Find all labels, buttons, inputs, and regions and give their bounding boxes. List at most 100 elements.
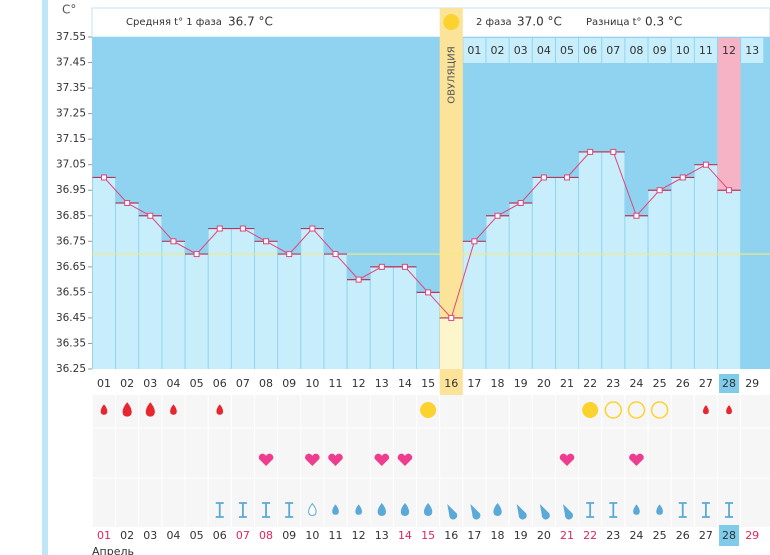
x-tick-label: 15 — [421, 377, 435, 390]
bar — [92, 177, 116, 369]
bar — [393, 266, 417, 369]
icon-drop — [633, 504, 640, 515]
icon-heart — [328, 453, 343, 466]
icon-drop — [423, 503, 433, 516]
x-tick-label: 19 — [514, 377, 528, 390]
x-tick-label: 18 — [491, 377, 505, 390]
x-tick-label: 26 — [676, 377, 690, 390]
point — [610, 148, 617, 155]
point — [401, 263, 408, 270]
date-label: 21 — [560, 529, 574, 542]
bar — [370, 266, 393, 369]
bar — [185, 254, 208, 369]
bar — [139, 215, 162, 369]
ovulation-label: ОВУЛЯЦИЯ — [446, 46, 457, 104]
phase2-day-cell — [694, 38, 717, 63]
bar — [625, 215, 648, 369]
date-label: 07 — [236, 529, 250, 542]
point — [517, 200, 524, 206]
phase2-day-cell — [741, 38, 764, 63]
x-tick-label: 04 — [166, 377, 180, 390]
point — [101, 174, 107, 181]
date-label: 28 — [722, 529, 736, 542]
icon-hourglass — [701, 502, 710, 518]
point — [471, 238, 478, 245]
bar — [694, 164, 717, 369]
today-box — [719, 525, 740, 546]
bar — [324, 254, 347, 369]
x-tick-label: 21 — [560, 377, 574, 390]
phase2-day-cell — [579, 38, 602, 63]
point — [702, 161, 709, 168]
bar — [555, 177, 579, 369]
x-tick-label: 17 — [467, 377, 481, 390]
phase2-day: 09 — [653, 44, 667, 57]
point — [170, 238, 177, 245]
icon-arrow-drop — [447, 504, 458, 520]
date-label: 10 — [305, 529, 319, 542]
phase2-day: 06 — [583, 44, 597, 57]
point — [378, 263, 385, 270]
date-label: 12 — [352, 529, 366, 542]
icon-arrow-drop — [516, 504, 527, 520]
icon-circle — [650, 401, 669, 419]
phase2-avg: 37.0 °C — [517, 15, 562, 29]
y-tick-label: 37.25 — [56, 108, 86, 120]
icon-heart — [374, 453, 390, 466]
x-tick-label: 12 — [352, 377, 366, 390]
point — [587, 148, 594, 155]
icon-drop — [377, 503, 386, 516]
icon-arrow-drop — [470, 504, 481, 520]
side-strip — [42, 0, 48, 555]
icon-drop — [355, 504, 362, 515]
diff-value: 0.3 °C — [645, 15, 682, 29]
y-tick-label: 37.45 — [56, 57, 86, 69]
date-label: 18 — [491, 529, 505, 542]
icon-hourglass — [678, 502, 687, 518]
phase2-day: 11 — [699, 44, 713, 57]
y-tick-label: 37.15 — [56, 133, 86, 145]
date-label: 19 — [514, 529, 528, 542]
bar — [116, 203, 139, 369]
point — [540, 174, 547, 181]
x-tick-label: 29 — [745, 377, 759, 390]
y-tick-label: 37.55 — [56, 31, 86, 43]
icon-heart — [305, 453, 320, 466]
icon-arrow-drop — [563, 504, 573, 520]
phase2-day: 08 — [629, 44, 643, 57]
y-tick-label: 36.65 — [56, 261, 86, 273]
point — [633, 212, 640, 219]
icon-drop — [400, 503, 410, 516]
icon-drop — [216, 404, 224, 415]
bar — [671, 177, 694, 369]
month-label: Апрель — [92, 545, 134, 555]
date-label: 27 — [699, 529, 713, 542]
phase2-day-cell — [625, 38, 648, 63]
today-box — [719, 374, 740, 393]
bar — [278, 254, 301, 369]
date-label: 08 — [259, 529, 273, 542]
x-tick-label: 16 — [444, 377, 458, 390]
icon-hourglass — [215, 502, 224, 518]
bar — [579, 151, 602, 369]
phase2-day-cell — [486, 38, 509, 63]
date-label: 26 — [676, 529, 690, 542]
unit-label: C° — [62, 3, 76, 17]
x-tick-label: 05 — [190, 377, 204, 390]
point — [239, 225, 246, 232]
icon-hourglass — [609, 502, 618, 518]
bar — [717, 190, 741, 369]
bar — [486, 215, 509, 369]
icon-hourglass — [285, 502, 294, 518]
point — [124, 200, 131, 206]
date-label: 03 — [143, 529, 157, 542]
phase2-day: 02 — [491, 44, 505, 57]
bar — [440, 317, 463, 369]
y-tick-label: 36.95 — [56, 184, 86, 196]
icon-drop — [656, 504, 663, 515]
point — [216, 225, 223, 232]
date-label: 11 — [329, 529, 343, 542]
point — [656, 187, 663, 194]
date-label: 09 — [282, 529, 296, 542]
x-tick-label: 22 — [583, 377, 597, 390]
